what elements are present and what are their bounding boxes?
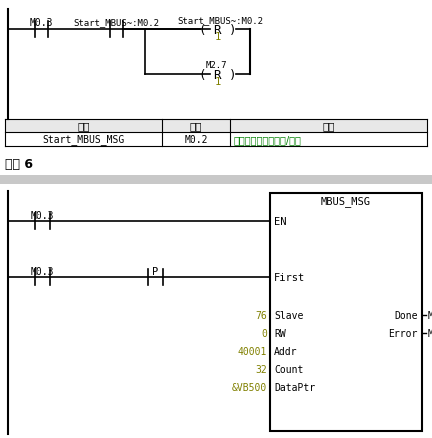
Text: 1: 1	[215, 32, 221, 42]
Text: Error: Error	[389, 328, 418, 338]
Text: Slave: Slave	[274, 310, 303, 320]
Bar	[270, 194, 422, 431]
Text: Addr: Addr	[274, 346, 298, 356]
Text: Start_MBUS~:M0.2: Start_MBUS~:M0.2	[177, 16, 263, 25]
Text: &VB500: &VB500	[232, 382, 267, 392]
Text: M0.2: M0.2	[184, 135, 208, 145]
Text: 32: 32	[255, 364, 267, 374]
Text: 网络 6: 网络 6	[5, 158, 33, 171]
Text: ( R ): ( R )	[199, 24, 237, 36]
Text: 符号: 符号	[77, 121, 90, 131]
Text: 注释: 注释	[322, 121, 335, 131]
Text: 地址: 地址	[190, 121, 202, 131]
Text: 0: 0	[261, 328, 267, 338]
Text: 初始化完成，启动读/写功: 初始化完成，启动读/写功	[234, 135, 302, 145]
Text: ( R ): ( R )	[199, 68, 237, 81]
Text: Start_MBUS_MSG: Start_MBUS_MSG	[42, 134, 124, 145]
Text: Done: Done	[394, 310, 418, 320]
Text: Start_MBUS~:M0.2: Start_MBUS~:M0.2	[73, 18, 159, 27]
Text: RW: RW	[274, 328, 286, 338]
Text: 76: 76	[255, 310, 267, 320]
Bar	[5, 120, 427, 133]
Text: MB18: MB18	[428, 328, 432, 338]
Text: P: P	[152, 266, 159, 276]
Text: MBUS_MSG: MBUS_MSG	[321, 195, 371, 206]
Text: DataPtr: DataPtr	[274, 382, 315, 392]
Text: First: First	[274, 272, 305, 283]
Text: 1: 1	[215, 77, 221, 87]
Bar	[0, 176, 432, 184]
Text: M0.3: M0.3	[31, 266, 54, 276]
Text: 40001: 40001	[238, 346, 267, 356]
Text: M0.4: M0.4	[428, 310, 432, 320]
Text: M0.3: M0.3	[30, 18, 53, 28]
Text: M2.7: M2.7	[205, 61, 227, 70]
Text: Count: Count	[274, 364, 303, 374]
Text: EN: EN	[274, 216, 286, 226]
Text: M0.3: M0.3	[31, 211, 54, 220]
